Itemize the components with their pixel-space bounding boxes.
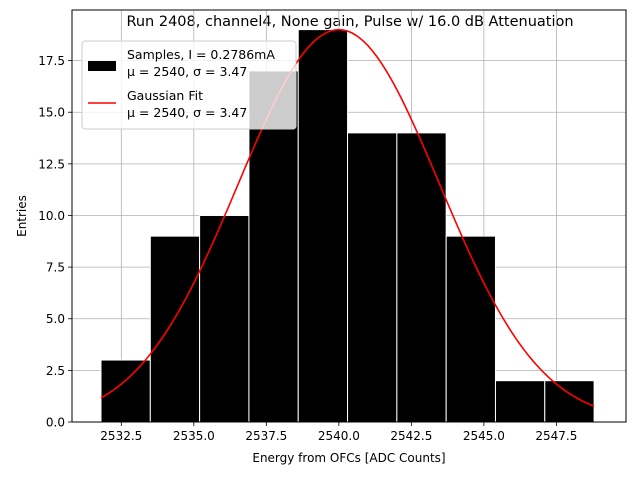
- y-tick-label-7: 17.5: [38, 54, 65, 68]
- histogram-bar-0: [100, 359, 151, 423]
- x-axis-ticks: 2532.5 2535.0 2537.5 2540.0 2542.5 2545.0 2547…: [100, 422, 577, 443]
- x-tick-label-1: 2535.0: [173, 429, 215, 443]
- gaussian-fit: [100, 28, 595, 407]
- histogram-bar-2: [199, 214, 250, 423]
- x-axis-label: Energy from OFCs [ADC Counts]: [252, 451, 445, 465]
- y-axis-ticks: 0.0 2.5 5.0 7.5 10.0 12.5 15.0 17.5: [38, 54, 72, 430]
- gaussian-fit-curve: [100, 28, 595, 407]
- y-tick-label-0: 0.0: [46, 416, 65, 430]
- y-tick-label-5: 12.5: [38, 157, 65, 171]
- y-axis-label: Entries: [15, 195, 29, 237]
- histogram-bar-8: [494, 380, 546, 423]
- x-tick-label-4: 2542.5: [390, 429, 432, 443]
- y-tick-label-2: 5.0: [46, 312, 65, 326]
- y-tick-label-6: 15.0: [38, 106, 65, 120]
- x-tick-label-6: 2547.5: [535, 429, 577, 443]
- histogram-bar-4: [297, 29, 349, 423]
- histogram-bar-9: [544, 380, 595, 423]
- histogram-bar-1: [149, 235, 201, 423]
- y-tick-label-4: 10.0: [38, 209, 65, 223]
- x-tick-label-0: 2532.5: [100, 429, 142, 443]
- legend-samples-stats: μ = 2540, σ = 3.47: [127, 64, 247, 79]
- histogram-bar-5: [347, 132, 398, 423]
- legend-samples-label: Samples, I = 0.2786mA: [127, 47, 275, 62]
- legend-box: [81, 40, 297, 130]
- histogram-bar-6: [396, 132, 447, 423]
- legend-samples-swatch: [88, 61, 116, 71]
- y-tick-label-3: 7.5: [46, 261, 65, 275]
- plot-frame: [71, 9, 627, 423]
- x-tick-label-2: 2537.5: [245, 429, 287, 443]
- legend-fit-label: Gaussian Fit: [127, 88, 203, 103]
- x-tick-label-3: 2540.0: [318, 429, 360, 443]
- y-tick-label-1: 2.5: [46, 364, 65, 378]
- x-tick-label-5: 2545.0: [463, 429, 505, 443]
- chart-title: Run 2408, channel4, None gain, Pulse w/ …: [126, 14, 573, 30]
- legend: Samples, I = 0.2786mA μ = 2540, σ = 3.47…: [81, 40, 297, 130]
- legend-fit-stats: μ = 2540, σ = 3.47: [127, 105, 247, 120]
- histogram-bar-7: [445, 235, 496, 423]
